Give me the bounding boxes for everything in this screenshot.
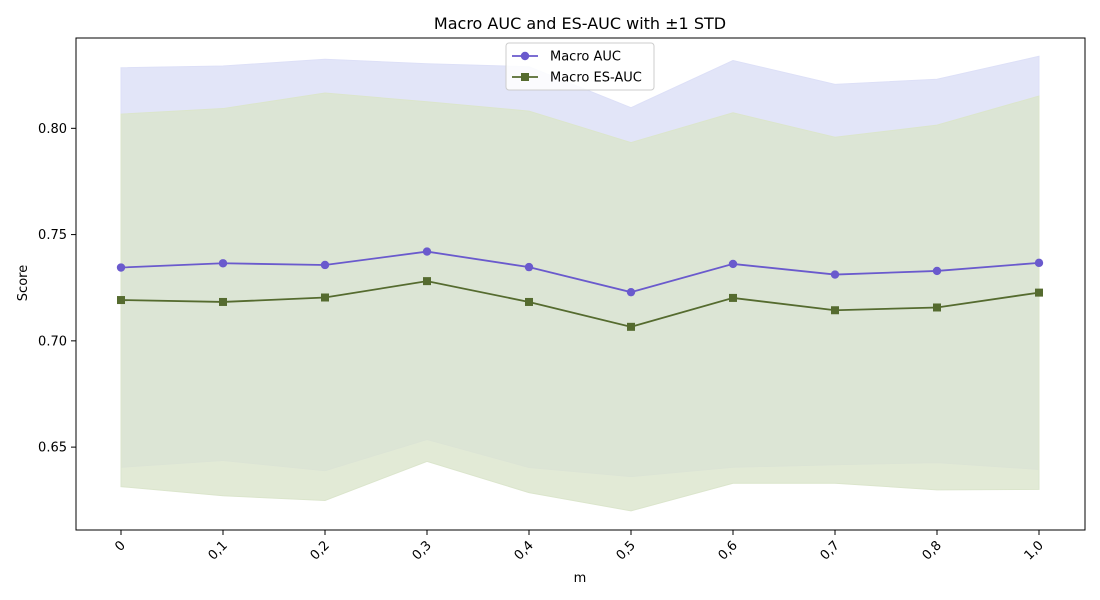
data-point bbox=[627, 322, 635, 331]
x-tick-label: 0,6 bbox=[716, 538, 741, 563]
x-tick-label: 0,7 bbox=[818, 538, 843, 563]
x-tick-label: 1,0 bbox=[1022, 538, 1047, 563]
y-tick-label: 0.80 bbox=[38, 122, 67, 137]
y-tick-label: 0.75 bbox=[38, 228, 67, 243]
legend-marker bbox=[521, 73, 529, 81]
data-point bbox=[729, 293, 737, 302]
series-line-1 bbox=[120, 250, 1040, 294]
data-point bbox=[1034, 258, 1044, 268]
x-tick-label: 0 bbox=[112, 538, 128, 554]
data-point bbox=[1035, 288, 1043, 297]
data-point bbox=[423, 277, 431, 286]
legend-label: Macro AUC bbox=[550, 50, 621, 65]
x-tick-label: 0,5 bbox=[614, 538, 639, 563]
legend-marker bbox=[520, 51, 530, 61]
series-line-2 bbox=[120, 280, 1040, 328]
data-point bbox=[219, 297, 227, 306]
x-tick-label: 0,4 bbox=[512, 538, 537, 563]
data-point bbox=[831, 306, 839, 315]
x-tick-label: 0,1 bbox=[206, 538, 231, 563]
legend-label: Macro ES-AUC bbox=[550, 71, 642, 86]
data-point bbox=[933, 303, 941, 312]
y-tick-label: 0.65 bbox=[38, 441, 67, 456]
data-point bbox=[218, 259, 228, 268]
data-point bbox=[626, 287, 636, 297]
data-point bbox=[117, 296, 125, 305]
data-point bbox=[422, 247, 432, 256]
y-tick-label: 0.70 bbox=[38, 334, 67, 349]
x-tick-label: 0,8 bbox=[920, 538, 945, 563]
y-axis-label: Score bbox=[16, 265, 31, 301]
data-point bbox=[524, 262, 534, 272]
series-lines bbox=[116, 247, 1044, 331]
data-point bbox=[525, 297, 533, 306]
legend: Macro AUC Macro ES-AUC bbox=[505, 42, 655, 91]
x-tick-label: 0,2 bbox=[308, 538, 333, 563]
x-axis-label: m bbox=[574, 571, 587, 586]
data-point bbox=[320, 260, 330, 270]
plot-frame bbox=[75, 37, 1086, 531]
data-point bbox=[116, 263, 126, 272]
data-point bbox=[830, 270, 840, 279]
std-band-2 bbox=[120, 92, 1040, 512]
data-point bbox=[728, 259, 738, 269]
data-point bbox=[321, 293, 329, 302]
legend-box bbox=[505, 42, 655, 91]
x-tick-label: 0,3 bbox=[410, 538, 435, 563]
data-point bbox=[932, 266, 942, 276]
std-bands bbox=[120, 55, 1040, 512]
chart-title: Macro AUC and ES-AUC with ±1 STD bbox=[434, 14, 726, 33]
